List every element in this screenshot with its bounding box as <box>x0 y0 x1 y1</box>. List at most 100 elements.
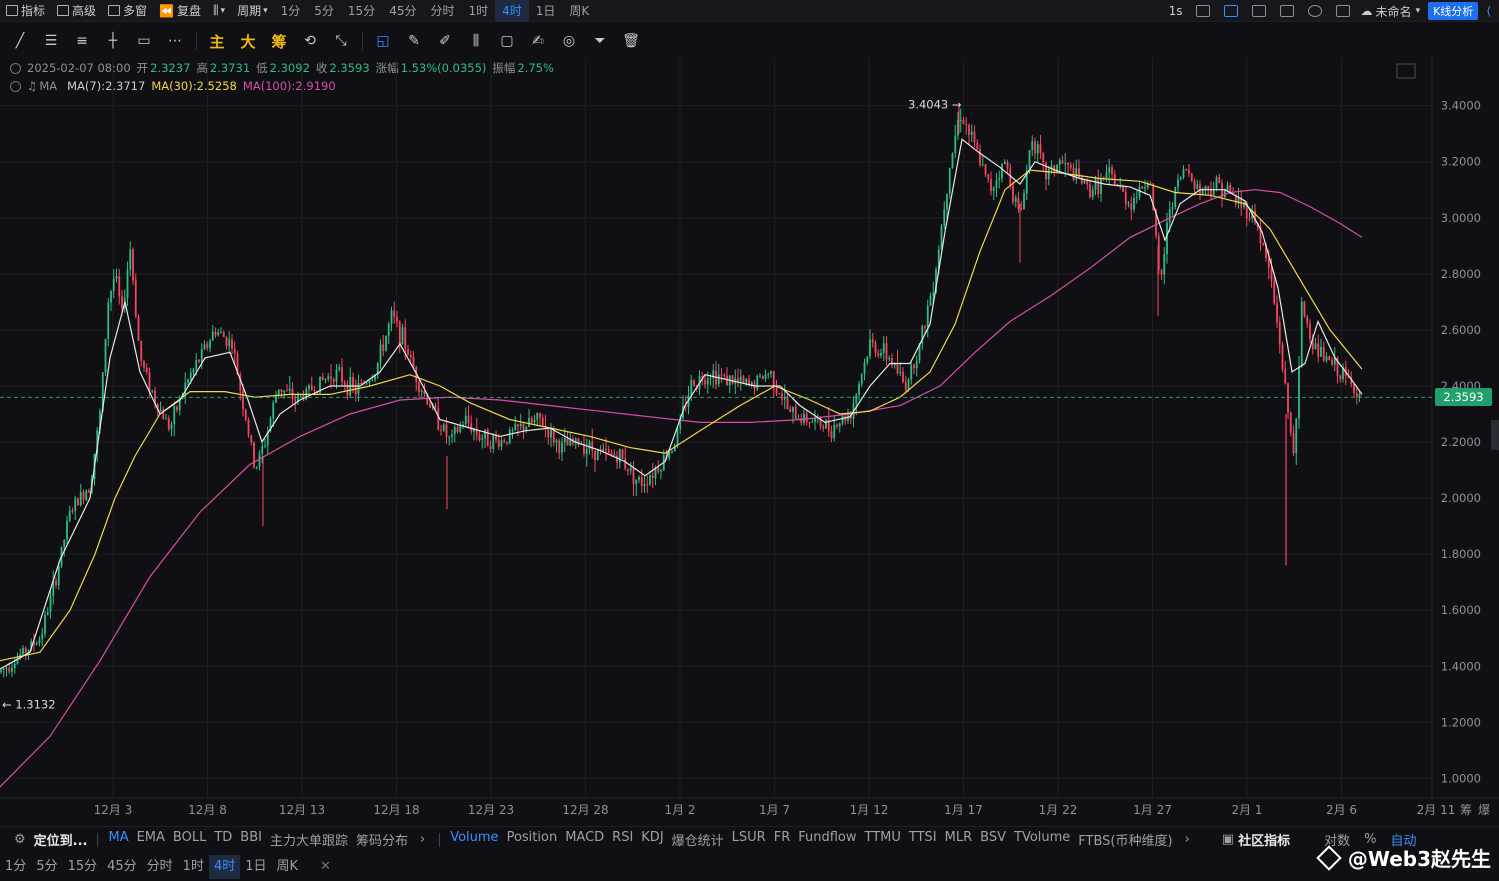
sub-indicator-tab-0[interactable]: Volume <box>450 830 499 845</box>
candle-body <box>651 475 654 479</box>
interval-tab-6[interactable]: 4时 <box>495 0 529 22</box>
replay-button[interactable]: ⏪ 复盘 <box>159 3 202 19</box>
interval-tab-2[interactable]: 15分 <box>347 3 376 18</box>
interval-tab-7[interactable]: 1日 <box>535 3 556 18</box>
sub-indicator-tab-9[interactable]: TTMU <box>864 830 901 845</box>
sub-indicator-tab-7[interactable]: FR <box>773 830 791 845</box>
sub-indicator-tab-8[interactable]: Fundflow <box>798 830 857 845</box>
main-indicator-tab-6[interactable]: 筹码分布 <box>355 834 408 849</box>
main-force-button[interactable]: 主 <box>209 32 225 51</box>
main-indicator-tab-4[interactable]: BBI <box>240 830 262 845</box>
chips-button[interactable]: 筹 <box>271 32 287 51</box>
pencil-icon[interactable] <box>1223 5 1238 17</box>
sub-indicator-tab-1[interactable]: Position <box>506 830 558 845</box>
interval-tab-8[interactable]: 周K <box>569 3 590 18</box>
horizontal-ray-icon[interactable]: ┼ <box>108 33 118 49</box>
price-chart[interactable]: 3.40003.20003.00002.80002.60002.40002.20… <box>0 58 1499 824</box>
visibility-icon[interactable]: ◎ <box>562 33 576 49</box>
share-icon[interactable]: ⟨ <box>1486 4 1491 18</box>
refresh-rate[interactable]: 1s <box>1168 4 1183 18</box>
candles-icon[interactable]: ⫼ <box>472 33 480 49</box>
bottom-interval-tab-3[interactable]: 45分 <box>107 859 137 874</box>
sub-indicator-tab-10[interactable]: TTSI <box>908 830 937 845</box>
trash-icon[interactable]: 🗑 <box>622 33 640 49</box>
sub-indicator-tab-2[interactable]: MACD <box>565 830 605 845</box>
indicator-button[interactable]: 指标 <box>0 0 51 22</box>
interval-tab-5[interactable]: 1时 <box>468 3 489 18</box>
multi-window-button[interactable]: 多窗 <box>102 0 153 22</box>
more-tools-icon[interactable]: ⋯ <box>168 33 182 49</box>
main-indicator-tab-3[interactable]: TD <box>214 830 233 845</box>
rectangle-icon[interactable]: ▭ <box>137 33 151 49</box>
sub-indicator-tab-12[interactable]: BSV <box>980 830 1006 845</box>
sub-indicator-tab-11[interactable]: MLR <box>944 830 973 845</box>
close-icon[interactable]: ✕ <box>320 859 331 874</box>
layout-name[interactable]: 未命名 <box>1375 4 1412 19</box>
lock-icon[interactable]: ▢ <box>500 33 514 49</box>
candle-body <box>239 374 242 391</box>
bell-icon[interactable]: ♫ <box>27 79 38 93</box>
candle-body <box>35 643 38 645</box>
sub-indicator-tab-6[interactable]: LSUR <box>731 830 766 845</box>
trend-line-icon[interactable]: ╱ <box>15 33 25 49</box>
camera-icon[interactable] <box>1195 5 1210 17</box>
advanced-button[interactable]: 高级 <box>51 0 102 22</box>
candle-body <box>1127 203 1130 205</box>
main-indicator-tab-5[interactable]: 主力大单跟踪 <box>269 834 348 849</box>
fullscreen-icon[interactable] <box>1335 5 1350 17</box>
interval-tab-1[interactable]: 5分 <box>314 3 334 18</box>
sub-indicator-tab-13[interactable]: TVolume <box>1014 830 1071 845</box>
candle-body <box>734 378 737 384</box>
bottom-interval-tab-6[interactable]: 4时 <box>208 855 241 879</box>
community-indicator-button[interactable]: 社区指标 <box>1238 834 1291 849</box>
period-dropdown[interactable]: 周期 ▾ <box>237 4 268 18</box>
locate-button[interactable]: 定位到... <box>33 834 88 849</box>
bottom-interval-tab-1[interactable]: 5分 <box>36 859 58 874</box>
bottom-interval-tab-2[interactable]: 15分 <box>67 859 98 874</box>
auto-scale-toggle[interactable]: 自动 <box>1390 834 1417 849</box>
bottom-interval-tab-0[interactable]: 1分 <box>5 859 27 874</box>
big-order-button[interactable]: 大 <box>240 32 256 51</box>
main-indicator-tab-1[interactable]: EMA <box>136 830 165 845</box>
horizontal-lines-icon[interactable]: ☰ <box>44 33 58 49</box>
bottom-interval-tab-7[interactable]: 1日 <box>245 859 267 874</box>
sub-indicator-tab-3[interactable]: RSI <box>612 830 634 845</box>
brush-icon[interactable]: ✐ <box>439 33 451 49</box>
cursor-icon[interactable]: ◱ <box>376 33 390 49</box>
bottom-interval-tab-4[interactable]: 分时 <box>146 859 173 874</box>
percent-toggle[interactable]: % <box>1364 832 1377 847</box>
candle-body <box>596 449 599 461</box>
sub-indicator-tab-14[interactable]: FTBS(币种维度) <box>1078 834 1173 849</box>
kline-analysis-button[interactable]: K线分析 <box>1428 2 1479 20</box>
main-indicator-tab-0[interactable]: MA <box>108 830 129 845</box>
gear-icon[interactable]: ⚙ <box>14 832 26 847</box>
template-icon[interactable] <box>1279 5 1294 17</box>
sub-indicator-tab-4[interactable]: KDJ <box>641 830 664 845</box>
bottom-interval-tab-5[interactable]: 1时 <box>182 859 204 874</box>
collapse-icon[interactable] <box>10 80 21 92</box>
side-panel-handle[interactable] <box>1491 420 1499 450</box>
ruler-icon[interactable]: ✎ <box>408 33 420 49</box>
magnet-icon[interactable]: ⟲ <box>304 33 316 49</box>
bottom-interval-tab-8[interactable]: 周K <box>276 859 299 874</box>
main-indicator-tab-2[interactable]: BOLL <box>172 830 207 845</box>
candle-body <box>335 369 338 382</box>
chevron-right-icon[interactable]: › <box>1184 832 1190 847</box>
candle-body <box>926 305 929 328</box>
chevron-right-icon[interactable]: › <box>420 832 426 847</box>
interval-tab-0[interactable]: 1分 <box>280 3 301 18</box>
sub-indicator-tab-5[interactable]: 爆仓统计 <box>671 834 724 849</box>
log-scale-toggle[interactable]: 对数 <box>1324 834 1351 849</box>
interval-tab-3[interactable]: 45分 <box>389 3 417 18</box>
chart-type-dropdown[interactable]: ⫼ ▾ <box>207 0 231 22</box>
measure-icon[interactable]: ⤡ <box>335 33 347 49</box>
collapse-icon[interactable] <box>10 62 21 74</box>
text-note-icon[interactable]: ✍ <box>532 33 544 49</box>
gear-icon[interactable] <box>1307 5 1322 17</box>
popout-icon[interactable] <box>1251 5 1266 17</box>
candle-body <box>1006 161 1009 169</box>
parallel-channel-icon[interactable]: ≡ <box>76 33 88 49</box>
filter-icon[interactable]: ⏷ <box>594 33 606 49</box>
interval-tab-4[interactable]: 分时 <box>430 3 455 18</box>
candle-body <box>750 382 753 385</box>
